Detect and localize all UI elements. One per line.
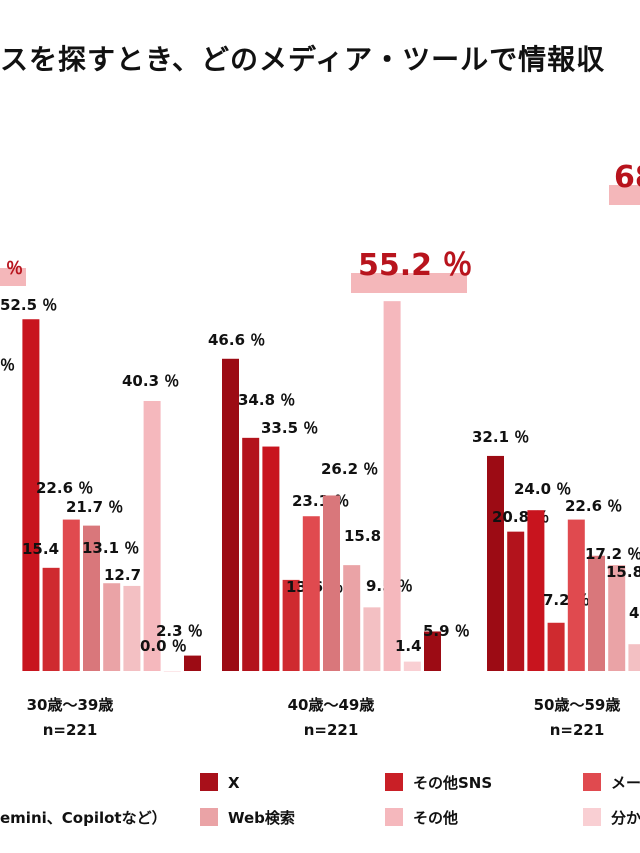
data-label: 52.5 ％ <box>0 296 57 314</box>
bar <box>123 585 141 671</box>
bar <box>383 301 401 671</box>
data-label: 22.6 ％ <box>565 497 622 515</box>
bar <box>262 446 280 671</box>
group-n: n=221 <box>304 721 359 739</box>
bar <box>403 661 421 671</box>
legend-label: Web検索 <box>228 809 295 827</box>
data-label: 33.5 ％ <box>261 419 318 437</box>
legend-label: メー <box>611 774 640 792</box>
bar <box>42 567 60 671</box>
legend-label: X <box>228 774 240 792</box>
data-label-cropped: ％ <box>0 356 15 374</box>
bar <box>222 358 239 671</box>
data-label: 17.2 ％ <box>585 545 640 563</box>
data-label: 32.1 ％ <box>472 428 529 446</box>
bar <box>588 555 605 671</box>
bar <box>83 525 100 671</box>
legend-swatch <box>200 773 218 791</box>
data-label: 21.7 ％ <box>66 498 123 516</box>
bar <box>22 319 40 671</box>
bar <box>143 400 161 671</box>
legend-swatch <box>583 808 601 826</box>
bar <box>184 655 201 671</box>
highlight-band <box>351 273 467 293</box>
data-label: 13.1 ％ <box>82 539 139 557</box>
group-n: n=221 <box>43 721 98 739</box>
legend-note: emini、Copilotなど） <box>0 809 167 827</box>
bar <box>103 583 121 671</box>
legend-swatch <box>583 773 601 791</box>
group-label: 50歳〜59歳 <box>534 696 621 714</box>
bar <box>507 531 525 671</box>
bar <box>163 671 181 672</box>
data-label: 24.0 ％ <box>514 480 571 498</box>
highlight-band <box>609 185 640 205</box>
data-label: 2.3 ％ <box>156 622 203 640</box>
bar <box>608 565 626 671</box>
bar <box>487 455 504 671</box>
data-label: 26.2 ％ <box>321 460 378 478</box>
bar <box>628 644 640 671</box>
chart-title: スを探すとき、どのメディア・ツールで情報収 <box>0 43 606 76</box>
group-label: 30歳〜39歳 <box>27 696 114 714</box>
highlight-value: ％ <box>6 259 23 279</box>
legend-label: 分か <box>611 809 640 827</box>
data-label: 40.3 ％ <box>122 372 179 390</box>
group-label: 40歳〜49歳 <box>288 696 375 714</box>
data-label: 23.1 ％ <box>292 492 349 510</box>
highlight-value: 55.2 ％ <box>358 248 472 283</box>
bar <box>242 437 260 671</box>
bar <box>363 607 381 671</box>
bar <box>282 579 300 671</box>
bar <box>343 565 361 671</box>
bar <box>323 495 340 671</box>
data-label: 34.8 ％ <box>238 391 295 409</box>
legend-label: その他SNS <box>413 774 492 792</box>
legend-swatch <box>200 808 218 826</box>
legend-swatch <box>385 808 403 826</box>
bar <box>302 516 320 671</box>
data-label: 5.9 ％ <box>423 622 470 640</box>
bar <box>527 510 545 671</box>
bar <box>567 519 585 671</box>
bar <box>424 631 441 671</box>
data-label: 22.6 ％ <box>36 479 93 497</box>
data-label: 0.0 ％ <box>140 637 187 655</box>
highlight-band <box>0 268 26 286</box>
legend-label: その他 <box>413 809 458 827</box>
bar <box>62 519 80 671</box>
data-label: 4 <box>629 604 639 622</box>
bar <box>547 622 565 671</box>
data-label: 15.8 <box>606 563 640 581</box>
group-n: n=221 <box>550 721 605 739</box>
legend-swatch <box>385 773 403 791</box>
data-label: 46.6 ％ <box>208 331 265 349</box>
highlight-value: 68 <box>614 160 640 195</box>
